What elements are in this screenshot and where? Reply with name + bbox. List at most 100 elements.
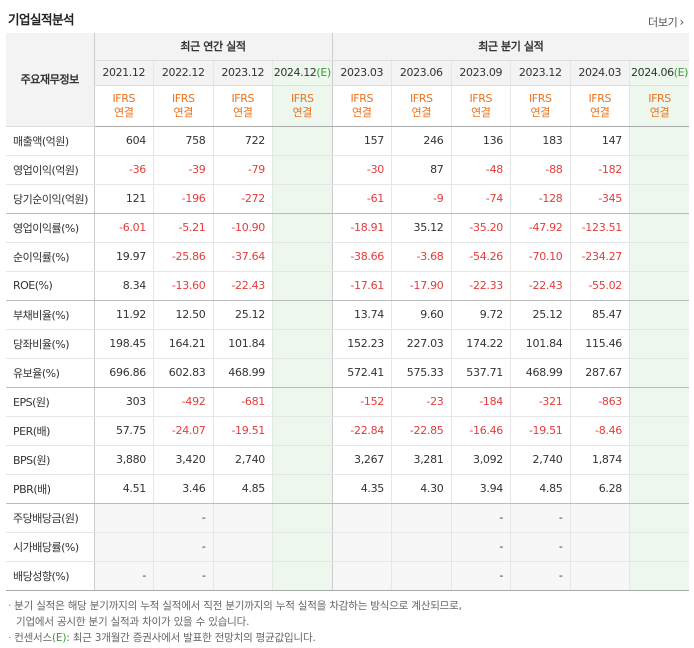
value-cell: - <box>153 532 213 562</box>
value-cell: -128 <box>510 184 570 214</box>
value-cell: 575.33 <box>391 358 451 388</box>
row-label: 영업이익(억원) <box>6 155 94 185</box>
period-label: 2024.03 <box>578 66 622 79</box>
table-row: 영업이익률(%) -6.01 -5.21 -10.90 -18.91 35.12 -35.2… <box>6 213 690 243</box>
basis-standard: IFRS <box>231 91 255 105</box>
footnote-2: · 컨센서스(E): 최근 3개월간 증권사에서 발표한 전망치의 평균값입니다. <box>8 632 316 644</box>
value-cell: 174.22 <box>450 329 511 359</box>
value-cell <box>212 561 273 591</box>
footnote-1: · 분기 실적은 해당 분기까지의 누적 실적에서 직전 분기까지의 누적 실적을… <box>8 600 462 612</box>
value-cell: -22.84 <box>331 416 392 446</box>
value-cell <box>629 300 690 330</box>
value-cell <box>629 561 690 591</box>
value-cell <box>391 561 451 591</box>
basis-header-annual-3: IFRS 연결 <box>272 85 332 127</box>
value-cell: 11.92 <box>93 300 154 330</box>
value-cell: -196 <box>153 184 213 214</box>
value-cell: 115.46 <box>569 329 630 359</box>
basis-header-quarter-0: IFRS 연결 <box>331 85 392 127</box>
value-cell: 85.47 <box>569 300 630 330</box>
value-cell <box>272 445 332 475</box>
value-cell <box>629 445 690 475</box>
value-cell <box>391 532 451 562</box>
value-cell <box>272 271 332 301</box>
value-cell <box>629 271 690 301</box>
period-header-annual-3: 2024.12(E) <box>272 60 332 86</box>
value-cell: -22.33 <box>450 271 511 301</box>
value-cell <box>212 503 273 533</box>
value-cell <box>331 503 392 533</box>
value-cell: 4.85 <box>212 474 273 504</box>
period-header-quarter-4: 2024.03 <box>569 60 630 86</box>
basis-header-annual-0: IFRS 연결 <box>93 85 154 127</box>
value-cell: 537.71 <box>450 358 511 388</box>
value-cell: 758 <box>153 126 213 156</box>
value-cell <box>93 503 154 533</box>
basis-standard: IFRS <box>588 91 612 105</box>
basis-standard: IFRS <box>290 91 314 105</box>
value-cell: 2,740 <box>212 445 273 475</box>
value-cell: 3,880 <box>93 445 154 475</box>
table-row: 부채비율(%) 11.92 12.50 25.12 13.74 9.60 9.72 25.12… <box>6 300 690 330</box>
value-cell: 25.12 <box>510 300 570 330</box>
value-cell: - <box>510 561 570 591</box>
value-cell: 183 <box>510 126 570 156</box>
value-cell: 3,267 <box>331 445 392 475</box>
value-cell <box>569 532 630 562</box>
period-header-quarter-2: 2023.09 <box>450 60 511 86</box>
value-cell: -18.91 <box>331 213 392 243</box>
period-label: 2023.12 <box>221 66 265 79</box>
value-cell: 57.75 <box>93 416 154 446</box>
table-row: 매출액(억원) 604 758 722 157 246 136 183 147 <box>6 126 690 156</box>
table-row: PBR(배) 4.51 3.46 4.85 4.35 4.30 3.94 4.85 6.28 <box>6 474 690 504</box>
value-cell: -47.92 <box>510 213 570 243</box>
period-header-quarter-5: 2024.06(E) <box>629 60 690 86</box>
period-label: 2021.12 <box>102 66 146 79</box>
period-label: 2022.12 <box>161 66 205 79</box>
value-cell: 2,740 <box>510 445 570 475</box>
basis-standard: IFRS <box>469 91 493 105</box>
value-cell: -61 <box>331 184 392 214</box>
table-row: 유보율(%) 696.86 602.83 468.99 572.41 575.33 537.… <box>6 358 690 388</box>
value-cell: 9.72 <box>450 300 511 330</box>
financial-table: 주요재무정보 최근 연간 실적 최근 분기 실적 2021.12 2022.12 2… <box>6 33 690 591</box>
value-cell: -6.01 <box>93 213 154 243</box>
value-cell: 8.34 <box>93 271 154 301</box>
value-cell: - <box>153 503 213 533</box>
period-header-annual-1: 2022.12 <box>153 60 213 86</box>
value-cell: -88 <box>510 155 570 185</box>
basis-standard: IFRS <box>112 91 136 105</box>
period-label: 2024.12 <box>273 66 317 79</box>
value-cell: 4.51 <box>93 474 154 504</box>
value-cell: -74 <box>450 184 511 214</box>
period-label: 2023.12 <box>518 66 562 79</box>
value-cell <box>272 155 332 185</box>
more-link[interactable]: 더보기 › <box>648 14 684 30</box>
value-cell: 147 <box>569 126 630 156</box>
basis-scope: 연결 <box>590 105 610 119</box>
value-cell: -152 <box>331 387 392 417</box>
basis-scope: 연결 <box>411 105 432 119</box>
value-cell: -24.07 <box>153 416 213 446</box>
value-cell <box>272 503 332 533</box>
value-cell: -37.64 <box>212 242 273 272</box>
table-row: ROE(%) 8.34 -13.60 -22.43 -17.61 -17.90 -22.33… <box>6 271 690 301</box>
table-row: 배당성향(%) - - - - <box>6 561 690 591</box>
value-cell: 468.99 <box>212 358 273 388</box>
period-header-quarter-0: 2023.03 <box>331 60 392 86</box>
value-cell: -55.02 <box>569 271 630 301</box>
basis-header-annual-1: IFRS 연결 <box>153 85 213 127</box>
value-cell: 19.97 <box>93 242 154 272</box>
value-cell: -48 <box>450 155 511 185</box>
value-cell: - <box>450 561 511 591</box>
value-cell: -234.27 <box>569 242 630 272</box>
value-cell: - <box>450 503 511 533</box>
row-label: 유보율(%) <box>6 358 94 388</box>
value-cell: -863 <box>569 387 630 417</box>
value-cell <box>629 126 690 156</box>
basis-standard: IFRS <box>648 91 671 105</box>
value-cell: -123.51 <box>569 213 630 243</box>
table-row: 당기순이익(억원) 121 -196 -272 -61 -9 -74 -128 -345 <box>6 184 690 214</box>
value-cell: -13.60 <box>153 271 213 301</box>
value-cell <box>629 474 690 504</box>
